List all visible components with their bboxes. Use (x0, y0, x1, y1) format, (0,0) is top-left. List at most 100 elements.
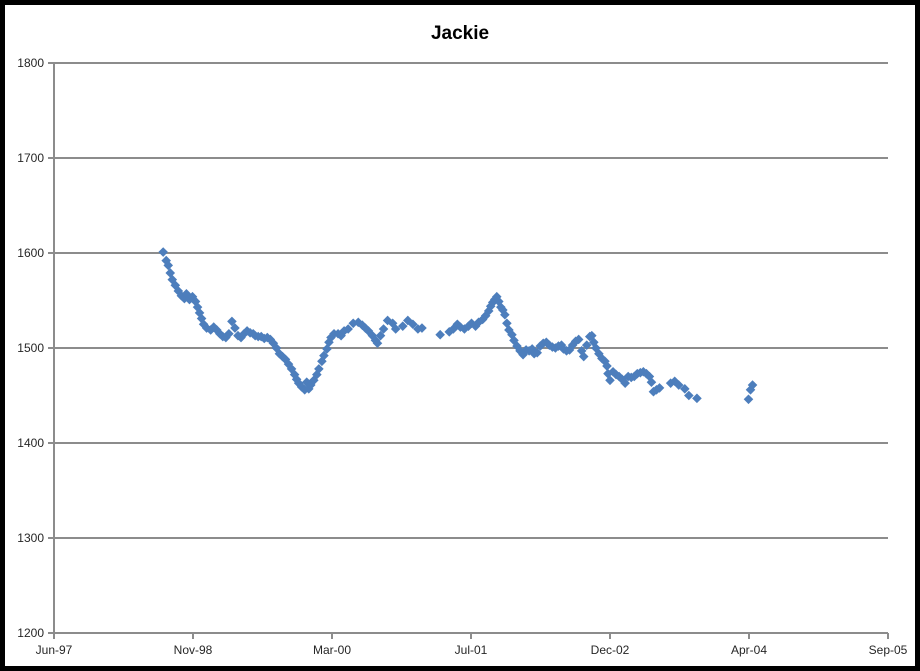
data-point (192, 302, 203, 312)
x-axis-label: Mar-00 (313, 643, 351, 657)
data-point (305, 380, 316, 390)
data-point (299, 385, 310, 395)
data-point (227, 316, 237, 327)
data-point (745, 385, 756, 395)
data-point (491, 291, 502, 302)
data-point (448, 324, 459, 334)
data-point (262, 332, 273, 343)
data-point (498, 305, 508, 315)
y-axis-label: 1500 (17, 341, 44, 355)
data-point (532, 347, 543, 358)
data-point (535, 341, 546, 351)
y-axis-label: 1200 (17, 626, 44, 640)
data-point (317, 356, 327, 367)
data-point (684, 390, 694, 401)
data-point (452, 319, 463, 330)
data-point (280, 354, 291, 365)
data-point (303, 384, 314, 394)
data-point (322, 344, 332, 354)
data-point (581, 340, 592, 350)
data-point (692, 393, 702, 404)
data-point (573, 334, 584, 345)
data-point (397, 321, 408, 331)
data-point (190, 296, 201, 307)
data-point (205, 325, 216, 335)
data-point (558, 344, 569, 354)
data-point (589, 337, 599, 348)
data-point (500, 309, 510, 320)
x-axis-label: Dec-02 (591, 643, 630, 657)
data-point (242, 326, 252, 336)
data-point (591, 343, 601, 353)
data-point (353, 317, 364, 328)
data-point (602, 361, 612, 371)
data-point (654, 383, 665, 393)
y-axis-label: 1300 (17, 531, 44, 545)
data-point (319, 350, 329, 361)
data-point (665, 378, 676, 388)
data-point (444, 327, 455, 337)
data-point (680, 384, 690, 394)
data-point (600, 356, 610, 367)
data-point (221, 332, 231, 343)
data-point (343, 324, 353, 334)
y-axis-label: 1400 (17, 436, 44, 450)
x-axis-label: Jul-01 (455, 643, 488, 657)
data-point (459, 324, 470, 334)
data-point (480, 310, 491, 321)
data-point (283, 359, 294, 369)
data-point (271, 343, 282, 353)
data-point (301, 377, 312, 387)
data-point (594, 348, 604, 359)
data-point (256, 331, 267, 342)
data-point (286, 364, 297, 374)
data-point (387, 318, 398, 329)
data-point (370, 335, 381, 346)
data-point (179, 293, 190, 304)
data-point (196, 313, 207, 324)
data-point (641, 368, 652, 379)
data-point (620, 378, 630, 388)
data-point (597, 353, 607, 364)
data-point (314, 364, 324, 374)
data-point (504, 325, 514, 335)
data-point (417, 323, 427, 333)
data-point (293, 378, 304, 388)
data-point (211, 325, 222, 335)
data-point (608, 366, 618, 377)
x-axis-label: Apr-04 (731, 643, 767, 657)
data-point (378, 324, 389, 334)
data-point (747, 380, 758, 390)
data-point (578, 351, 589, 362)
data-point (198, 319, 209, 330)
data-point (375, 330, 386, 341)
chart-title: Jackie (430, 23, 490, 44)
data-point (541, 337, 552, 348)
data-point (485, 301, 496, 311)
y-axis-label: 1700 (17, 151, 44, 165)
data-point (408, 319, 418, 330)
data-point (390, 324, 401, 334)
data-point (277, 351, 288, 362)
data-point (646, 377, 657, 387)
data-point (743, 394, 754, 405)
data-point (367, 330, 378, 341)
y-axis-label: 1800 (17, 56, 44, 70)
data-point (544, 340, 555, 350)
x-axis-label: Nov-98 (174, 643, 213, 657)
data-point (173, 286, 184, 296)
data-point (360, 323, 371, 333)
data-point (239, 328, 249, 339)
data-point (466, 318, 477, 329)
data-point (673, 380, 684, 390)
data-point (638, 366, 649, 377)
data-point (403, 315, 413, 326)
data-point (230, 323, 240, 333)
data-point (463, 321, 474, 331)
data-point (224, 328, 234, 339)
data-point (502, 318, 512, 329)
data-point (181, 289, 192, 299)
data-point (494, 296, 504, 307)
data-point (363, 326, 374, 336)
